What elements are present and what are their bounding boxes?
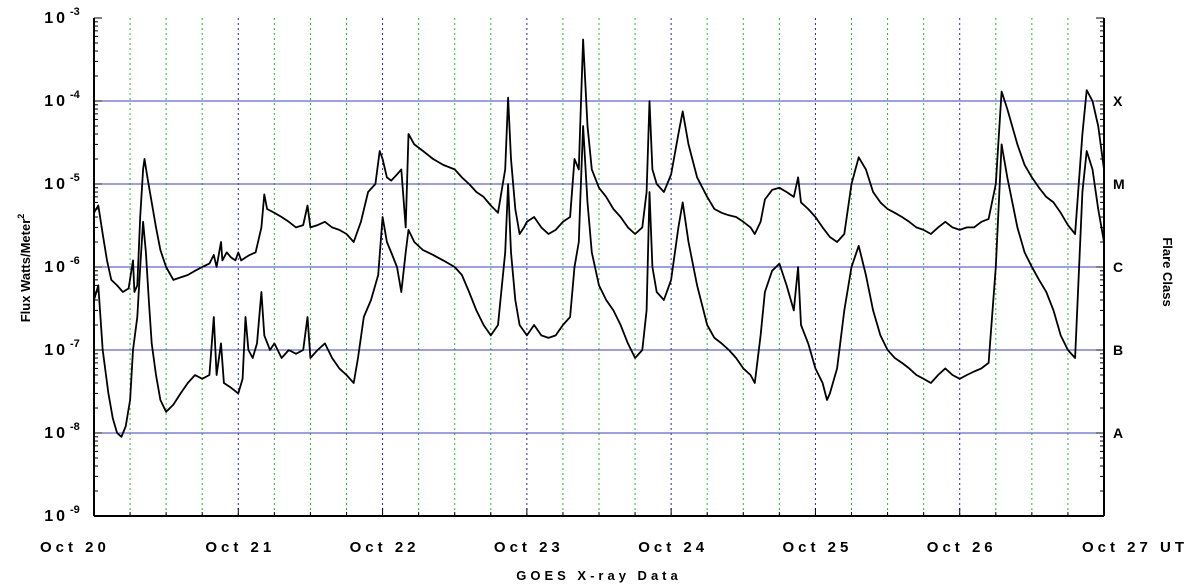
- flare-class-label: M: [1113, 176, 1125, 192]
- y-tick-label-exponent: -5: [70, 172, 80, 184]
- y-tick-label: 10: [44, 425, 68, 442]
- y-tick-label: 10: [44, 342, 68, 359]
- x-tick-label: Oct 25: [782, 539, 852, 556]
- y-tick-label-exponent: -4: [70, 89, 81, 101]
- series-line-upper: [93, 38, 1105, 293]
- y-axis-title-superscript: 2: [16, 214, 26, 219]
- y-tick-label-base: 10: [44, 342, 68, 359]
- x-tick-label: Oct 27 UT: [1082, 539, 1188, 556]
- y-tick-label: 10: [44, 508, 68, 525]
- y-axis-title: Flux Watts/Meter2: [16, 214, 33, 323]
- y-tick-label-exponent: -3: [70, 6, 80, 18]
- flare-class-label: X: [1113, 93, 1123, 109]
- x-tick-label: Oct 26: [927, 539, 997, 556]
- y-tick-label-base: 10: [44, 10, 68, 27]
- y-tick-label-base: 10: [44, 93, 68, 110]
- series-group: [93, 38, 1105, 438]
- y-tick-label: 10: [44, 93, 68, 110]
- y-tick-label: 10: [44, 259, 68, 276]
- y-tick-label-exponent: -8: [70, 421, 80, 433]
- y-tick-label-base: 10: [44, 176, 68, 193]
- series-line-lower: [93, 125, 1105, 438]
- flare-class-label: A: [1113, 425, 1123, 441]
- x-tick-label: Oct 21: [205, 539, 275, 556]
- y-tick-label: 10: [44, 10, 68, 27]
- x-axis-title: GOES X-ray Data: [516, 568, 682, 583]
- y-tick-label-exponent: -7: [70, 338, 80, 350]
- y-tick-label-exponent: -9: [70, 504, 80, 516]
- flare-class-label: C: [1113, 259, 1123, 275]
- x-tick-label: Oct 22: [350, 539, 420, 556]
- y2-axis-title: Flare Class: [1160, 237, 1175, 306]
- y-tick-label-base: 10: [44, 508, 68, 525]
- y-tick-label-base: 10: [44, 425, 68, 442]
- y-tick-label-exponent: -6: [70, 255, 80, 267]
- x-tick-label: Oct 23: [494, 539, 564, 556]
- grid-lines: [94, 18, 1104, 516]
- x-tick-label: Oct 24: [638, 539, 708, 556]
- flare-class-label: B: [1113, 342, 1123, 358]
- y-tick-label: 10: [44, 176, 68, 193]
- y-tick-label-base: 10: [44, 259, 68, 276]
- tick-marks: [93, 17, 1105, 517]
- x-tick-label: Oct 20: [40, 539, 110, 556]
- y-axis-title-text: Flux Watts/Meter: [18, 219, 33, 323]
